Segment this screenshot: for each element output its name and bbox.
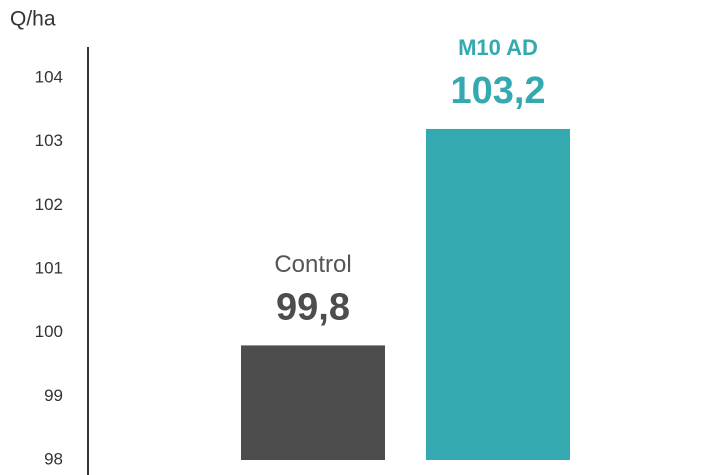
category-label: Control — [274, 251, 351, 278]
y-axis-label: Q/ha — [10, 8, 56, 31]
bar — [241, 345, 385, 460]
category-label: M10 AD — [458, 35, 538, 60]
y-tick-label: 104 — [35, 68, 63, 87]
bar — [426, 128, 570, 460]
y-tick-label: 103 — [35, 131, 63, 150]
y-tick-label: 102 — [35, 195, 63, 214]
value-label: 99,8 — [276, 286, 350, 328]
y-tick-label: 99 — [44, 386, 63, 405]
y-tick-label: 101 — [35, 258, 63, 277]
y-tick-label: 100 — [35, 322, 63, 341]
y-tick-label: 98 — [44, 449, 63, 468]
value-label: 103,2 — [450, 70, 545, 112]
